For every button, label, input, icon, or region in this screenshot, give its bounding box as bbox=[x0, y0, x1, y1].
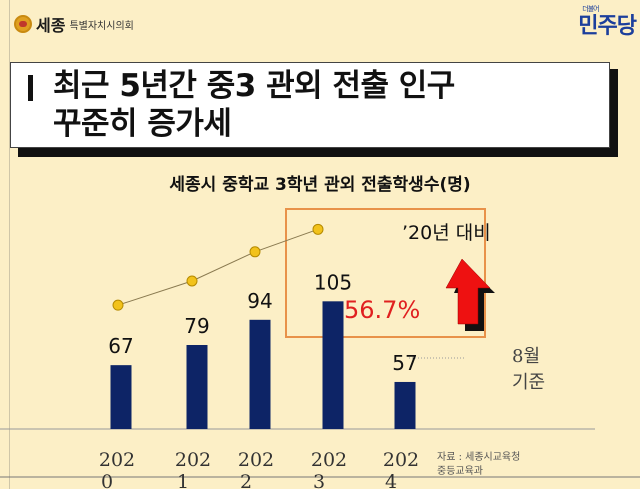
party-logo-small: 더불어 bbox=[582, 5, 599, 13]
bar-2020 bbox=[110, 365, 132, 429]
up-arrow-icon bbox=[445, 258, 491, 325]
x-tick-2023-wrap: 3 bbox=[313, 471, 325, 489]
x-tick-2022: 202 bbox=[238, 449, 274, 471]
logo-main: 세종 bbox=[36, 16, 66, 35]
title-accent-bar bbox=[28, 75, 33, 101]
x-tick-2024-wrap: 4 bbox=[385, 471, 397, 489]
x-tick-2022-wrap: 2 bbox=[240, 471, 252, 489]
logo-sub: 특별자치시의회 bbox=[69, 20, 134, 32]
data-label-2023: 105 bbox=[314, 270, 352, 294]
x-tick-2024: 202 bbox=[383, 449, 419, 471]
x-tick-2020: 202 bbox=[99, 449, 135, 471]
x-tick-2021-wrap: 1 bbox=[177, 471, 189, 489]
trend-dot-2021 bbox=[186, 275, 198, 287]
council-seal-icon bbox=[14, 15, 32, 33]
data-label-2022: 94 bbox=[247, 289, 272, 313]
title-box: 최근 5년간 중3 관외 전출 인구 꾸준히 증가세 bbox=[10, 62, 610, 148]
trend-dot-2022 bbox=[249, 246, 261, 258]
increase-percent: 56.7% bbox=[344, 296, 421, 324]
note-2024: 8월 기준 bbox=[512, 346, 546, 393]
data-label-2020: 67 bbox=[108, 334, 133, 358]
bar-2023 bbox=[322, 301, 344, 429]
bar-2022 bbox=[249, 319, 271, 429]
source-note: 자료 : 세종시교육청 중등교육과 bbox=[437, 452, 521, 477]
data-label-2021: 79 bbox=[184, 314, 209, 338]
slide-title: 최근 5년간 중3 관외 전출 인구 꾸준히 증가세 bbox=[53, 68, 455, 142]
bar-2024 bbox=[394, 381, 416, 429]
party-logo: 더불어 민주당 bbox=[578, 5, 637, 40]
x-tick-2023: 202 bbox=[311, 449, 347, 471]
trend-dot-2023 bbox=[312, 223, 324, 235]
comparison-label: ’20년 대비 bbox=[402, 222, 491, 244]
data-label-2024: 57 bbox=[392, 351, 417, 375]
x-tick-2020-wrap: 0 bbox=[101, 471, 113, 489]
trend-dot-2020 bbox=[112, 299, 124, 311]
highlight-box bbox=[285, 208, 486, 338]
trend-line bbox=[117, 228, 319, 306]
chart-title: 세종시 중학교 3학년 관외 전출학생수(명) bbox=[169, 175, 471, 195]
left-border bbox=[9, 0, 10, 489]
party-logo-text: 민주당 bbox=[578, 14, 637, 39]
x-tick-2021: 202 bbox=[175, 449, 211, 471]
council-logo: 세종 특별자치시의회 bbox=[14, 12, 134, 36]
bar-2021 bbox=[186, 345, 208, 429]
